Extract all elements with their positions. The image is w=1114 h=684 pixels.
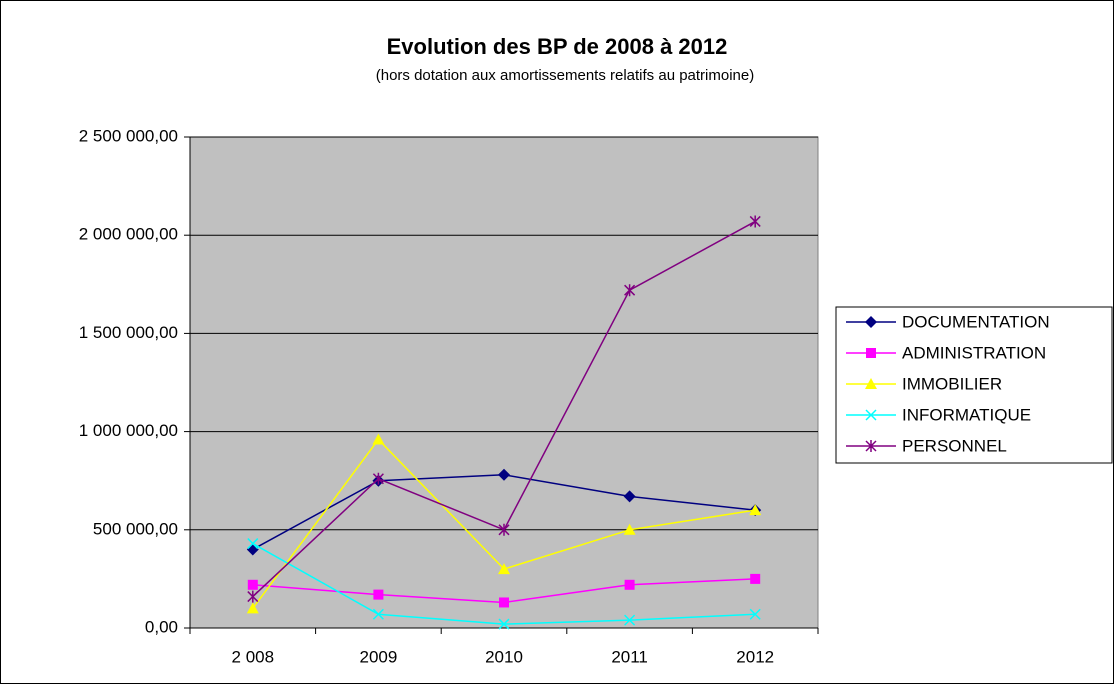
legend-label: IMMOBILIER bbox=[902, 374, 1002, 393]
marker bbox=[623, 490, 636, 503]
marker bbox=[498, 523, 510, 536]
marker bbox=[498, 563, 510, 575]
marker bbox=[247, 579, 258, 590]
y-tick-label: 2 000 000,00 bbox=[79, 225, 178, 244]
legend-box bbox=[835, 306, 1113, 464]
y-tick-label: 2 500 000,00 bbox=[79, 126, 178, 145]
chart-title: Evolution des BP de 2008 à 2012 bbox=[387, 34, 728, 59]
marker bbox=[247, 590, 259, 603]
marker bbox=[372, 608, 384, 620]
chart-subtitle: (hors dotation aux amortissements relati… bbox=[376, 67, 755, 84]
x-tick-label: 2011 bbox=[611, 647, 648, 666]
marker bbox=[372, 472, 384, 485]
legend-label: DOCUMENTATION bbox=[902, 312, 1050, 331]
marker bbox=[498, 468, 510, 481]
marker bbox=[623, 523, 636, 535]
marker bbox=[624, 614, 636, 626]
marker bbox=[498, 618, 510, 630]
legend-label: PERSONNEL bbox=[902, 436, 1007, 455]
x-tick-label: 2009 bbox=[359, 647, 397, 666]
marker bbox=[499, 597, 509, 608]
marker bbox=[750, 573, 761, 584]
marker bbox=[865, 316, 877, 328]
y-tick-label: 1 500 000,00 bbox=[79, 323, 178, 342]
marker bbox=[865, 409, 877, 421]
y-tick-label: 1 000 000,00 bbox=[79, 421, 178, 440]
marker bbox=[749, 215, 761, 228]
marker bbox=[866, 348, 876, 358]
x-tick-label: 2010 bbox=[485, 647, 523, 666]
legend-label: INFORMATIQUE bbox=[902, 405, 1031, 424]
marker bbox=[247, 538, 259, 550]
plot-area bbox=[189, 136, 819, 629]
marker bbox=[373, 589, 384, 600]
marker bbox=[865, 440, 877, 452]
marker bbox=[246, 602, 259, 614]
marker bbox=[749, 608, 761, 620]
y-tick-label: 0,00 bbox=[145, 617, 178, 636]
marker bbox=[749, 504, 762, 516]
legend-label: ADMINISTRATION bbox=[902, 343, 1046, 362]
y-tick-label: 500 000,00 bbox=[93, 519, 178, 538]
marker bbox=[624, 579, 635, 590]
marker bbox=[865, 378, 877, 389]
marker bbox=[372, 433, 385, 445]
x-tick-label: 2012 bbox=[736, 647, 774, 666]
marker bbox=[624, 284, 636, 297]
x-tick-label: 2 008 bbox=[232, 647, 275, 666]
